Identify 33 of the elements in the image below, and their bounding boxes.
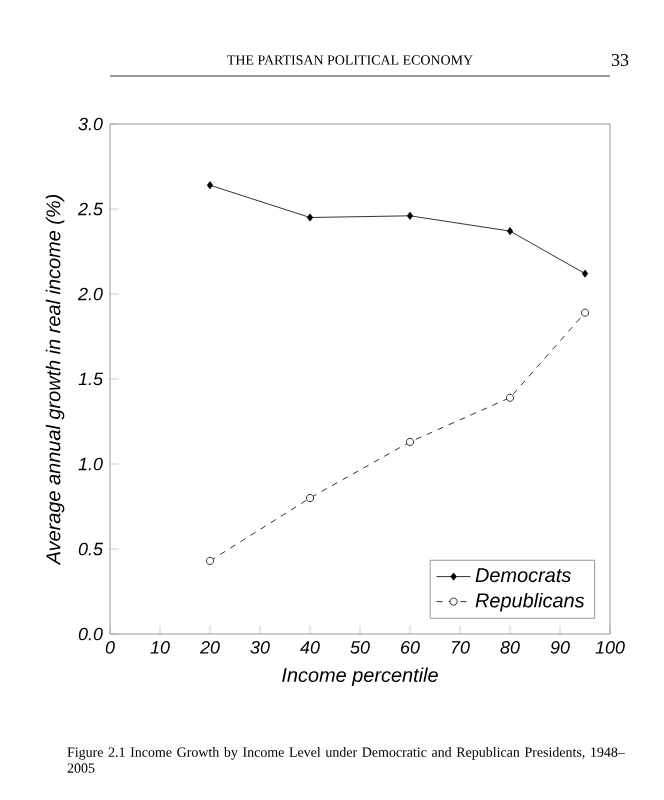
x-tick-label: 80	[500, 641, 520, 654]
x-tick-label: 100	[595, 641, 625, 654]
y-tick-label: 3.0	[78, 117, 103, 131]
x-tick-label: 60	[401, 641, 420, 654]
point	[406, 437, 414, 446]
legend-label: Republicans	[475, 592, 585, 612]
point	[206, 181, 214, 190]
x-tick-label: 50	[350, 641, 370, 654]
legend-label: Democrats	[475, 568, 571, 583]
x-tick-label: 90	[550, 641, 570, 654]
y-axis-title: Average annual growth in real income (%)	[45, 194, 65, 566]
point	[306, 494, 314, 502]
text: 33	[611, 53, 629, 67]
point	[206, 556, 214, 565]
x-tick-label: 10	[150, 641, 170, 654]
x-tick-label: 70	[451, 641, 470, 654]
x-tick-label: 30	[250, 641, 270, 654]
point	[506, 393, 514, 402]
y-tick-label: 0.0	[78, 627, 103, 641]
point	[406, 211, 414, 220]
y-tick-label: 1.5	[78, 372, 104, 386]
point	[306, 213, 314, 222]
point	[581, 308, 589, 317]
x-tick-label: 0	[105, 641, 115, 654]
x-tick-label: 20	[199, 641, 220, 654]
y-tick-label: 1.0	[78, 457, 103, 471]
y-tick-label: 0.5	[78, 542, 104, 556]
x-axis-title: Income percentile	[282, 667, 438, 686]
y-tick-label: 2.5	[77, 202, 104, 216]
point	[581, 269, 589, 278]
y-tick-label: 2.0	[77, 287, 103, 301]
x-tick-label: 40	[300, 641, 320, 654]
point	[506, 227, 514, 236]
